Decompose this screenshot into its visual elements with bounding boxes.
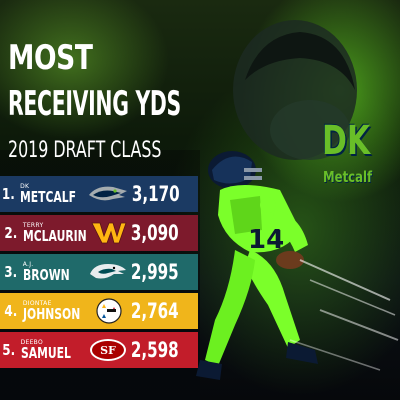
player-last-name: JOHNSON xyxy=(22,304,81,323)
featured-last-name: Metcalf xyxy=(323,168,373,186)
subtitle: 2019 DRAFT CLASS xyxy=(8,138,162,163)
list-item: 5. DEEBO SAMUEL SF 2,598 xyxy=(0,332,198,368)
list-item: 2. TERRY MCLAURIN 3,090 xyxy=(0,215,198,251)
player-first-name: DEEBO xyxy=(20,338,43,346)
motion-streaks xyxy=(289,259,399,371)
jersey-number: 14 xyxy=(248,225,284,255)
rankings-list: 1. DK METCALF 3,170 2. TERRY MCLAURIN xyxy=(0,176,198,371)
steelers-logo-icon xyxy=(90,296,128,326)
player-last-name: BROWN xyxy=(22,265,70,284)
rank-number: 1. xyxy=(1,185,15,203)
rank-number: 5. xyxy=(2,341,16,359)
player-last-name: SAMUEL xyxy=(20,343,71,362)
eagles-logo-icon xyxy=(88,257,128,287)
player-name: TERRY MCLAURIN xyxy=(22,221,90,245)
yards-value: 3,170 xyxy=(132,182,180,206)
player-last-name: MCLAURIN xyxy=(22,226,87,245)
title-line-1: MOST xyxy=(8,38,93,78)
rank-number: 2. xyxy=(4,224,18,242)
list-item: 3. A.J. BROWN 2,995 xyxy=(0,254,198,290)
yards-value: 2,764 xyxy=(130,299,179,323)
player-name: DK METCALF xyxy=(19,182,87,206)
player-last-name: METCALF xyxy=(20,187,77,206)
commanders-logo-icon xyxy=(90,218,128,248)
player-name: A.J. BROWN xyxy=(22,260,88,284)
yards-value: 2,598 xyxy=(130,338,179,362)
rank-number: 3. xyxy=(4,263,18,281)
featured-first-name: DK xyxy=(322,118,371,164)
rank-number: 4. xyxy=(4,302,18,320)
player-first-name: A.J. xyxy=(22,260,34,268)
player-photo: 14 xyxy=(196,20,357,380)
49ers-logo-icon: SF xyxy=(88,335,128,365)
list-item: 4. DIONTAE JOHNSON 2,764 xyxy=(0,293,198,329)
yards-value: 3,090 xyxy=(130,221,179,245)
seahawks-logo-icon xyxy=(87,179,129,209)
player-first-name: DK xyxy=(20,182,30,190)
player-first-name: TERRY xyxy=(22,221,44,229)
player-first-name: DIONTAE xyxy=(22,299,52,307)
yards-value: 2,995 xyxy=(130,260,179,284)
list-item: 1. DK METCALF 3,170 xyxy=(0,176,198,212)
background-glow xyxy=(0,0,170,140)
player-name: DEEBO SAMUEL xyxy=(20,338,88,362)
svg-text:SF: SF xyxy=(100,344,116,357)
title-line-2: RECEIVING YDS xyxy=(8,84,181,124)
player-name: DIONTAE JOHNSON xyxy=(22,299,90,323)
